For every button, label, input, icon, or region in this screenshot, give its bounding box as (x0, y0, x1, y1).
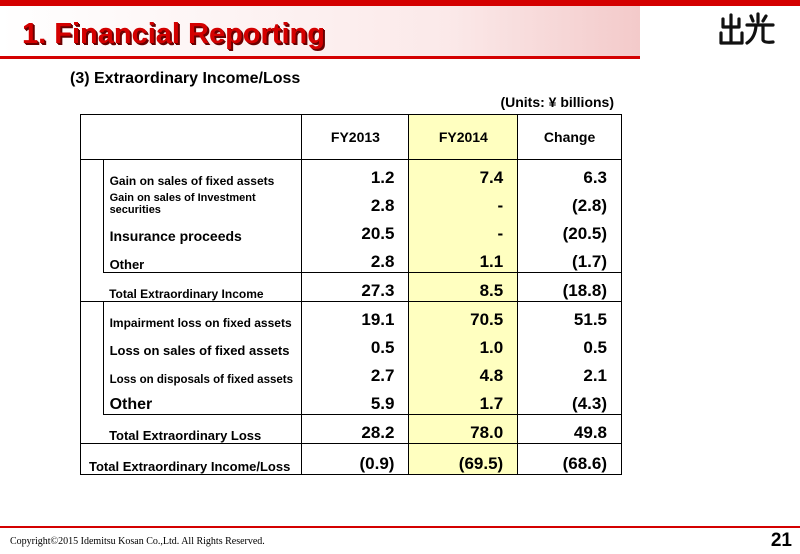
indent-cell (80, 244, 104, 273)
indent-cell (80, 159, 104, 188)
table-row: Loss on sales of fixed assets 0.5 1.0 0.… (80, 330, 622, 358)
indent-cell (80, 272, 104, 302)
change-value: (4.3) (517, 386, 622, 415)
fy2013-value: 19.1 (301, 301, 410, 330)
col-fy2013-header: FY2013 (301, 114, 410, 160)
fy2013-value: 27.3 (301, 272, 410, 302)
indent-cell (80, 358, 104, 386)
fy2013-value: 28.2 (301, 414, 410, 444)
table-row-total-loss: Total Extraordinary Loss 28.2 78.0 49.8 (80, 414, 622, 444)
row-label: Other (102, 244, 303, 273)
page-title: 1. Financial Reporting (22, 18, 325, 50)
row-label: Other (102, 386, 303, 415)
change-value: (2.8) (517, 188, 622, 216)
copyright-text: Copyright©2015 Idemitsu Kosan Co.,Ltd. A… (10, 536, 265, 547)
change-value: (20.5) (517, 216, 622, 244)
row-label: Total Extraordinary Income (103, 272, 303, 302)
title-band-right (640, 6, 800, 56)
table-row: Loss on disposals of fixed assets 2.7 4.… (80, 358, 622, 386)
indent-cell (80, 301, 104, 330)
table-row: Insurance proceeds 20.5 - (20.5) (80, 216, 622, 244)
units-note: (Units: ¥ billions) (500, 94, 614, 110)
row-label: Loss on sales of fixed assets (102, 330, 303, 358)
table-row: Gain on sales of fixed assets 1.2 7.4 6.… (80, 159, 622, 188)
indent-cell (80, 414, 104, 444)
fy2014-value: 7.4 (408, 159, 519, 188)
idemitsu-logo (719, 12, 775, 45)
row-label: Gain on sales of fixed assets (102, 159, 303, 188)
fy2013-value: 2.8 (301, 188, 410, 216)
change-value: 51.5 (517, 301, 622, 330)
indent-cell (80, 386, 104, 415)
top-accent-bar (0, 0, 800, 6)
table-row: Other 2.8 1.1 (1.7) (80, 244, 622, 273)
fy2014-value: 1.0 (408, 330, 519, 358)
row-label: Impairment loss on fixed assets (102, 301, 303, 330)
row-label: Total Extraordinary Loss (103, 414, 303, 444)
change-value: 49.8 (517, 414, 622, 444)
fy2013-value: 2.8 (301, 244, 410, 273)
fy2013-value: 5.9 (301, 386, 410, 415)
col-change-header: Change (517, 114, 622, 160)
row-label: Total Extraordinary Income/Loss (79, 443, 303, 475)
row-label: Insurance proceeds (102, 216, 303, 244)
table-row-total-income: Total Extraordinary Income 27.3 8.5 (18.… (80, 272, 622, 302)
fy2013-value: 0.5 (301, 330, 410, 358)
title-band (0, 6, 640, 56)
fy2013-value: (0.9) (301, 443, 410, 475)
table-row-grand-total: Total Extraordinary Income/Loss (0.9) (6… (79, 443, 622, 475)
fy2014-value: 1.7 (408, 386, 519, 415)
title-underline (0, 56, 640, 59)
header-blank-cell (79, 114, 303, 160)
change-value: (68.6) (517, 443, 622, 475)
section-subtitle: (3) Extraordinary Income/Loss (70, 70, 301, 87)
page-number: 21 (770, 530, 792, 551)
fy2013-value: 1.2 (301, 159, 410, 188)
fy2014-value: 70.5 (408, 301, 519, 330)
extraordinary-table: FY2013 FY2014 Change Gain on sales of fi… (79, 114, 622, 475)
footer-rule (0, 526, 800, 528)
indent-cell (80, 216, 104, 244)
indent-cell (80, 330, 104, 358)
fy2014-value: 8.5 (408, 272, 519, 302)
table-row: Impairment loss on fixed assets 19.1 70.… (80, 301, 622, 330)
fy2014-value: 78.0 (408, 414, 519, 444)
fy2013-value: 2.7 (301, 358, 410, 386)
col-fy2014-header: FY2014 (408, 114, 519, 160)
fy2014-value: 4.8 (408, 358, 519, 386)
change-value: 6.3 (517, 159, 622, 188)
fy2014-value: - (408, 188, 519, 216)
table-row: Gain on sales of Investment securities 2… (80, 188, 622, 216)
fy2014-value: (69.5) (408, 443, 519, 475)
fy2014-value: 1.1 (408, 244, 519, 273)
change-value: 2.1 (517, 358, 622, 386)
row-label: Gain on sales of Investment securities (102, 188, 303, 216)
table-row: Other 5.9 1.7 (4.3) (80, 386, 622, 415)
indent-cell (80, 188, 104, 216)
fy2014-value: - (408, 216, 519, 244)
change-value: (18.8) (517, 272, 622, 302)
change-value: 0.5 (517, 330, 622, 358)
change-value: (1.7) (517, 244, 622, 273)
table-header-row: FY2013 FY2014 Change (79, 114, 622, 160)
row-label: Loss on disposals of fixed assets (102, 358, 303, 386)
fy2013-value: 20.5 (301, 216, 410, 244)
